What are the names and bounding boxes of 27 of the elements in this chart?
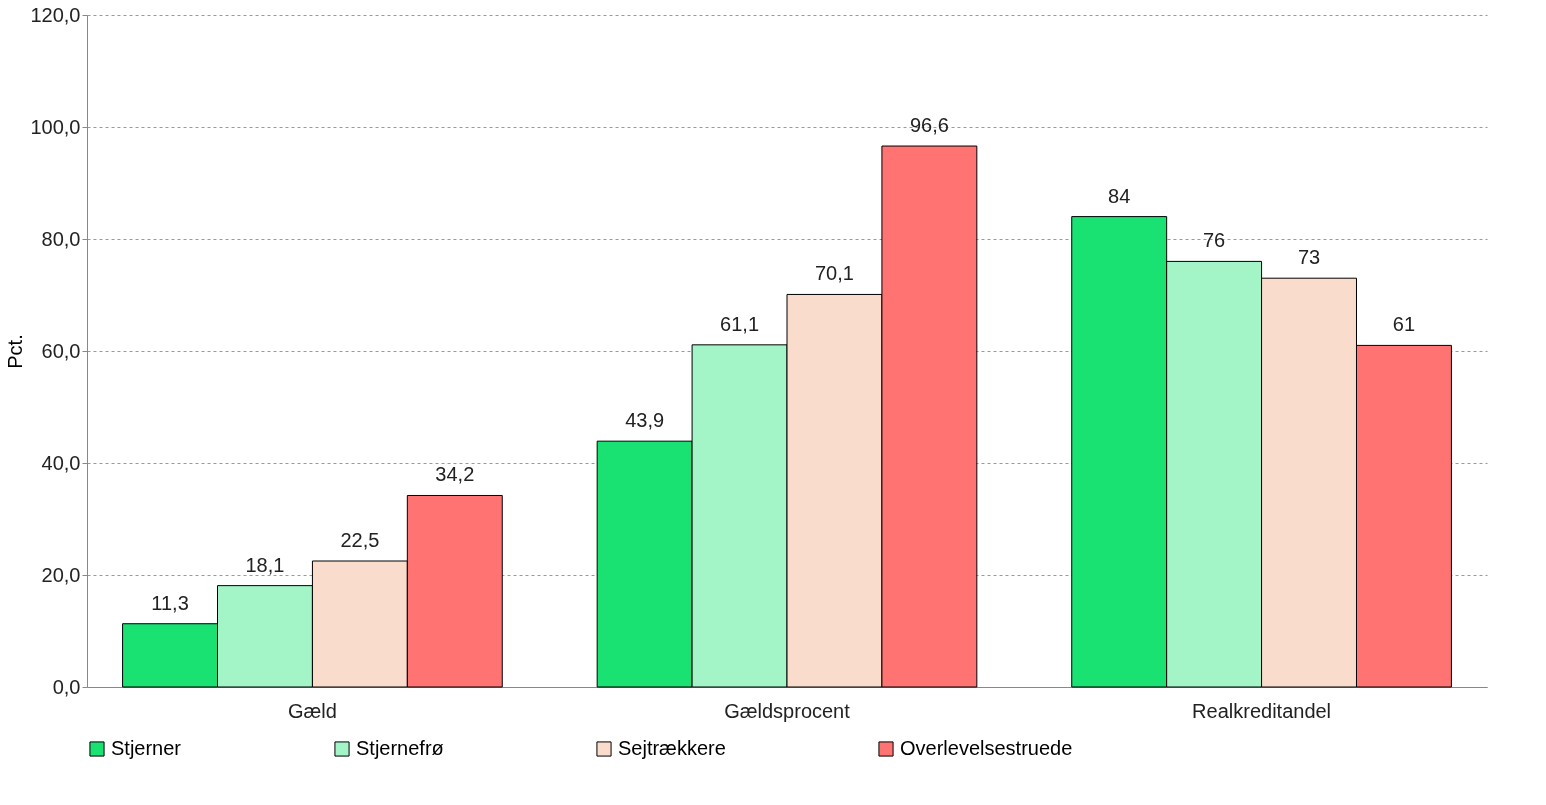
- legend-label: Stjerner: [111, 737, 182, 759]
- data-label: 11,3: [151, 591, 189, 614]
- data-label: 61: [1392, 313, 1416, 336]
- data-label: 61,1: [720, 312, 760, 335]
- y-tick-label: 20,0: [41, 563, 81, 586]
- y-axis-title: Pct.: [4, 334, 27, 369]
- y-tick-label: 0,0: [52, 675, 81, 698]
- x-tick-label: Gældsprocent: [724, 699, 851, 722]
- data-label: 70,1: [814, 262, 854, 285]
- data-label: 73: [1297, 246, 1321, 269]
- data-label: 34,2: [435, 463, 475, 486]
- data-label: 96,6: [909, 114, 949, 137]
- legend-label: Overlevelsestruede: [900, 737, 1073, 759]
- y-tick-label: 120,0: [30, 3, 81, 26]
- y-tick-label: 40,0: [41, 451, 81, 474]
- legend-label: Sejtrækkere: [618, 737, 726, 759]
- y-tick-label: 60,0: [41, 339, 81, 362]
- data-label: 76: [1202, 229, 1226, 252]
- data-label: 43,9: [625, 409, 665, 432]
- y-tick-label: 80,0: [41, 227, 81, 250]
- x-tick-label: Realkreditandel: [1192, 699, 1332, 722]
- legend-label: Stjernefrø: [356, 737, 444, 759]
- data-label: 84: [1108, 184, 1131, 207]
- y-tick-label: 100,0: [30, 115, 81, 138]
- data-label: 18,1: [245, 553, 285, 576]
- x-tick-label: Gæld: [287, 699, 337, 722]
- data-label: 22,5: [340, 529, 380, 551]
